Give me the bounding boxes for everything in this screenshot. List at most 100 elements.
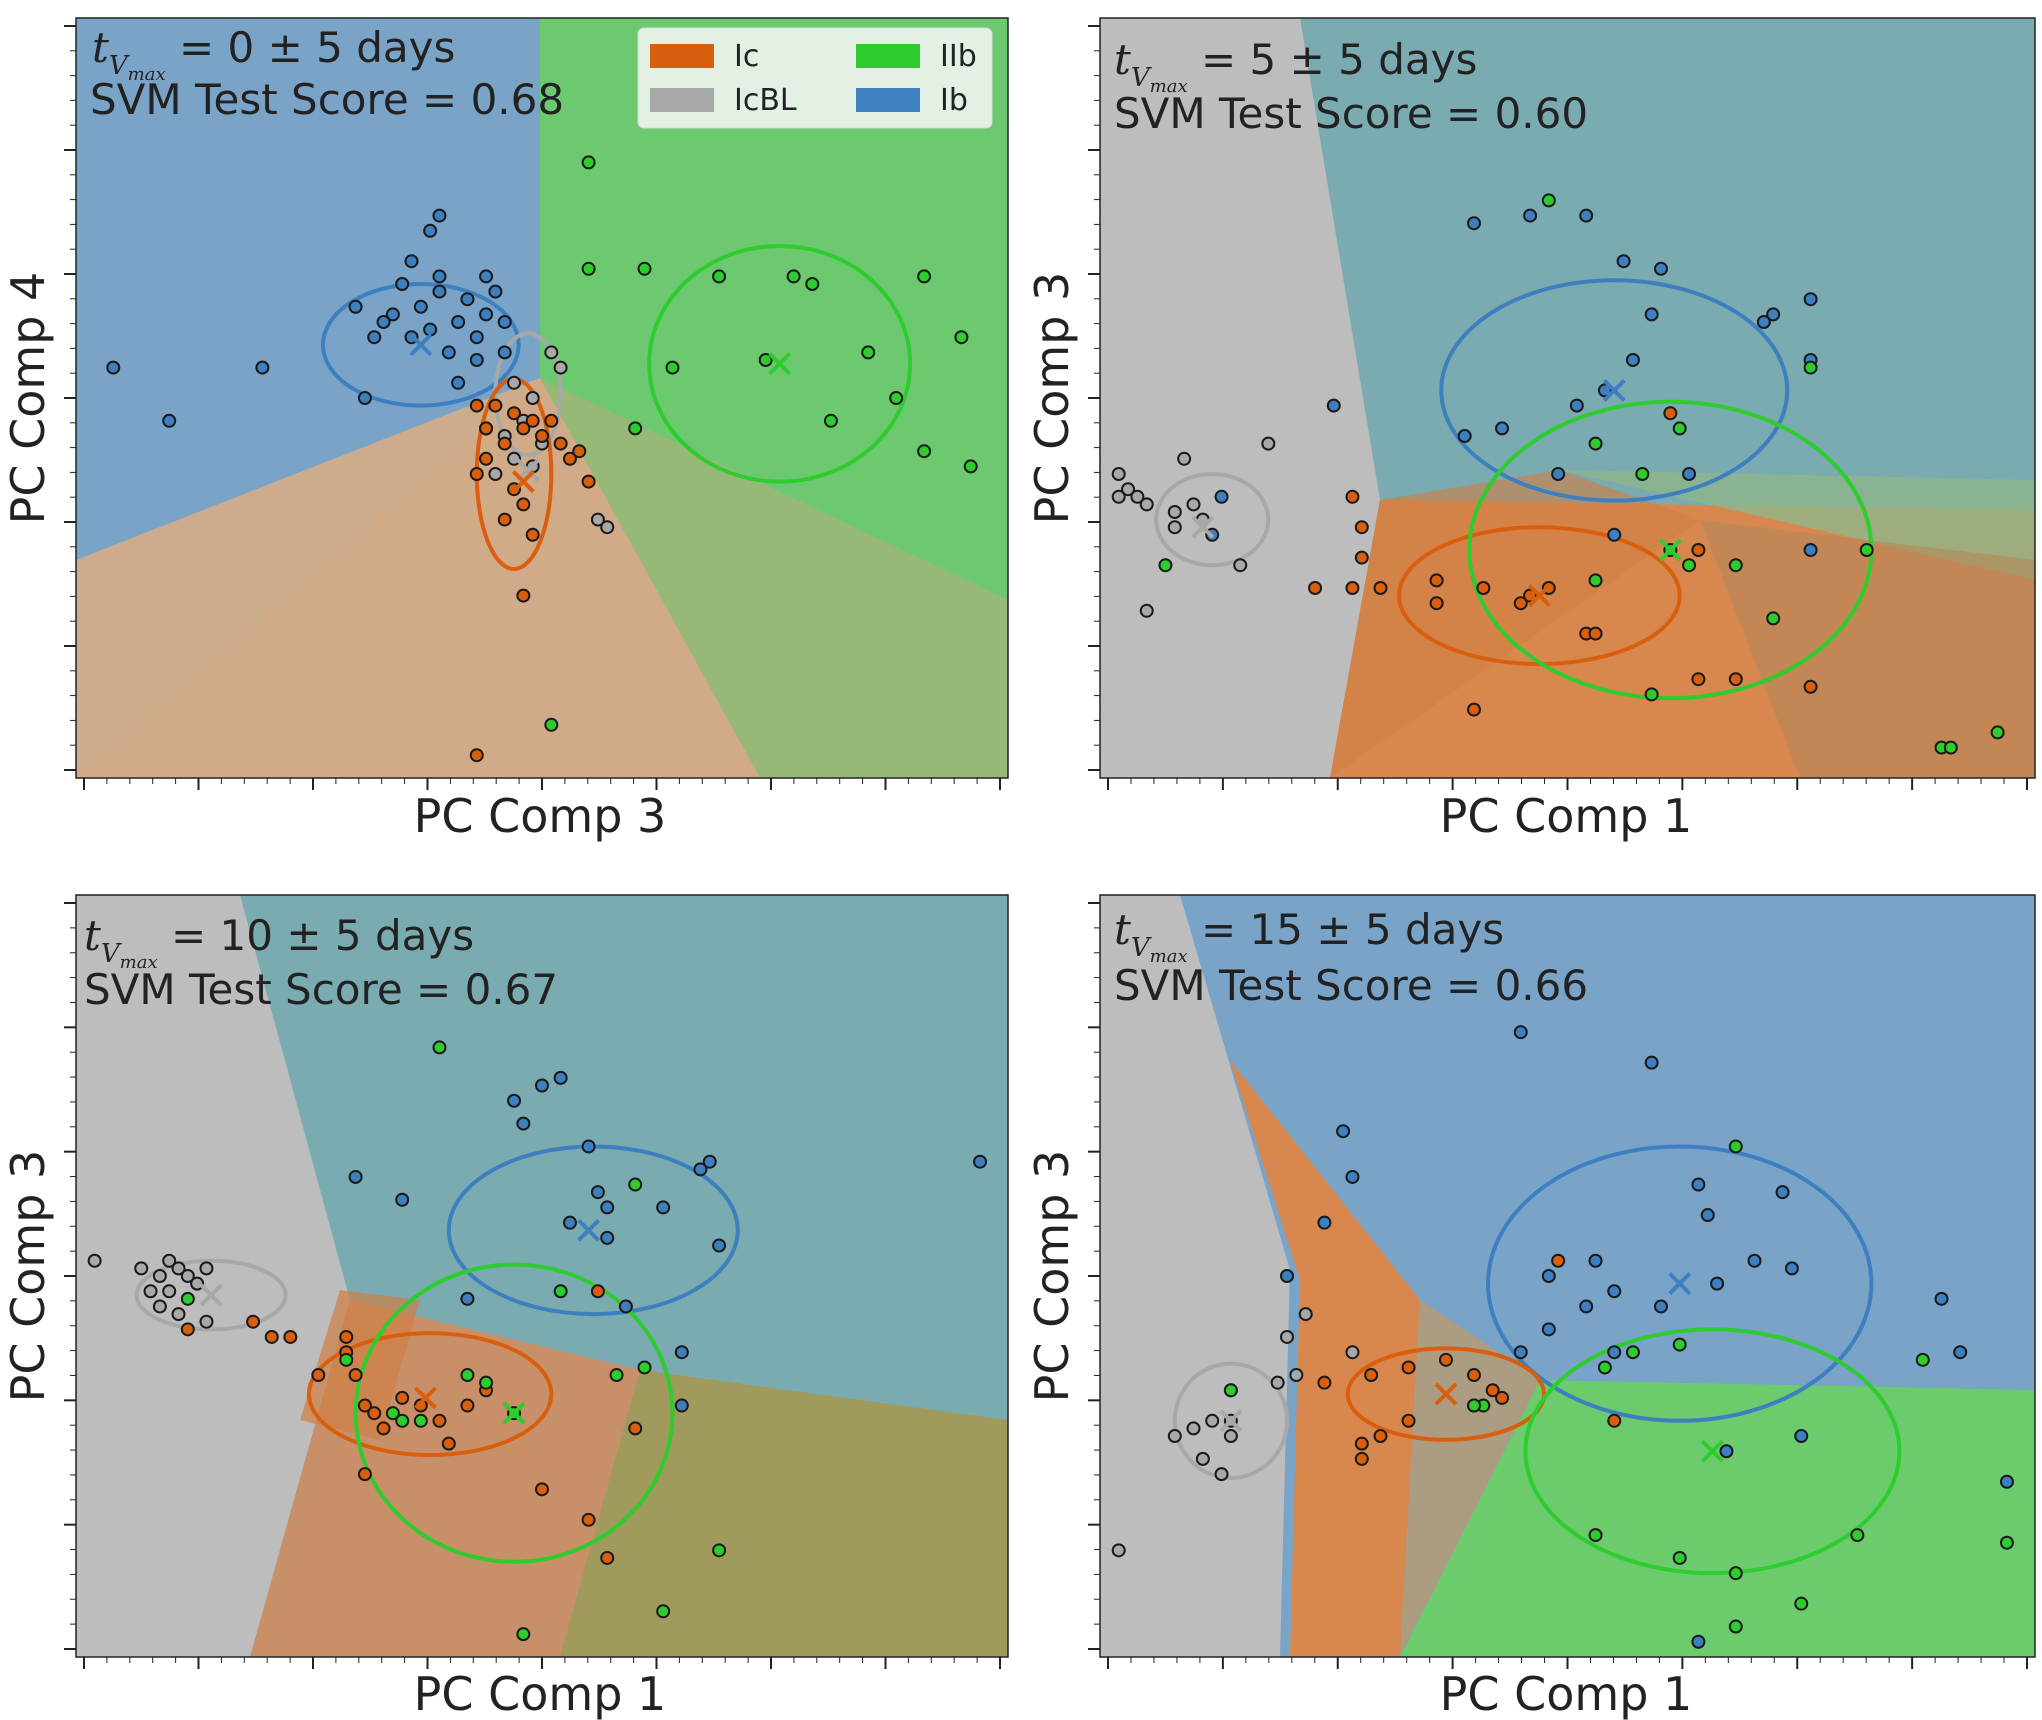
data-point-ib [674, 1345, 689, 1360]
data-point-ic [469, 398, 484, 413]
data-point-iib [544, 717, 559, 732]
data-point-ic [432, 1413, 447, 1428]
data-point-icbl [1177, 451, 1192, 466]
legend-swatch-ic [650, 44, 714, 68]
panel-0-xlabel: PC Comp 3 [414, 789, 667, 843]
data-point-ic [469, 467, 484, 481]
legend-swatch-iib [856, 44, 920, 68]
data-point-iib [180, 1291, 195, 1306]
data-point-ic [535, 1482, 549, 1497]
data-point-ib [590, 1185, 605, 1200]
data-point-ib [1513, 1345, 1528, 1360]
data-point-iib [1588, 436, 1603, 451]
data-point-ib [600, 1230, 615, 1245]
data-point-ic [1513, 596, 1528, 611]
data-point-icbl [507, 375, 522, 390]
data-point-iib [339, 1352, 354, 1367]
center-marker-ic [414, 1386, 437, 1410]
data-point-ib [395, 1192, 410, 1207]
data-point-iib [628, 1177, 643, 1192]
data-point-icbl [199, 1261, 214, 1276]
data-point-ib [553, 1070, 568, 1085]
panel-1-score: SVM Test Score = 0.60 [1114, 89, 1588, 138]
data-point-iib [656, 1604, 671, 1619]
data-point-ic [479, 421, 494, 436]
data-point-ib [385, 307, 400, 322]
data-point-ic [516, 497, 531, 512]
data-point-icbl [143, 1284, 158, 1299]
data-point-ic [497, 436, 512, 451]
data-point-ic [339, 1329, 354, 1344]
data-point-ic [348, 1368, 363, 1383]
data-point-icbl [1261, 436, 1276, 451]
data-point-ic [367, 1406, 382, 1421]
data-point-ib [1644, 307, 1659, 322]
data-point-icbl [1167, 505, 1182, 519]
data-point-icbl [1186, 1421, 1201, 1436]
data-point-iib [805, 277, 820, 291]
data-point-iib [432, 1040, 447, 1055]
data-point-iib [1728, 1566, 1743, 1581]
data-point-iib [581, 155, 596, 170]
data-point-ic [525, 527, 540, 542]
data-point-ib [469, 330, 484, 345]
data-point-ic [1373, 581, 1388, 595]
data-point-iib [1728, 1139, 1743, 1154]
data-point-ic [590, 1284, 605, 1299]
data-point-ic [460, 1398, 475, 1413]
panel-1-ylabel: PC Comp 3 [1025, 272, 1079, 525]
data-point-ib [451, 375, 466, 390]
data-point-icbl [1111, 467, 1126, 481]
data-point-iib [637, 261, 652, 276]
data-point-ib [1569, 398, 1584, 413]
data-point-ic [357, 1398, 372, 1413]
data-point-ib [1756, 315, 1771, 329]
panel-1-centers [1191, 378, 1682, 608]
data-point-ib [1654, 261, 1668, 276]
data-point-ic [1691, 543, 1706, 557]
data-point-icbl [152, 1299, 167, 1314]
data-point-iib [1158, 558, 1173, 573]
data-point-ib [413, 299, 428, 314]
data-point-iib [1588, 1528, 1603, 1543]
data-point-icbl [171, 1261, 186, 1276]
panel-2-title: tVmax = 10 ± 5 days [84, 911, 474, 973]
data-point-ib [600, 1200, 615, 1215]
panel-3-xlabel: PC Comp 1 [1440, 1667, 1693, 1720]
data-point-ib [451, 315, 466, 329]
data-point-ib [395, 277, 410, 291]
data-point-ib [1523, 208, 1538, 223]
legend-label-ib: Ib [940, 83, 968, 118]
legend-label-iib: IIb [940, 39, 977, 74]
data-point-ic [628, 1421, 643, 1436]
ellipse-iib [647, 243, 913, 484]
data-point-ic [1364, 1368, 1379, 1383]
data-point-ib [1214, 489, 1229, 504]
data-point-icbl [600, 520, 615, 535]
panel-3-points [1111, 1025, 2014, 1649]
data-point-ic [516, 588, 531, 603]
data-point-ib [162, 413, 177, 428]
data-point-iib [1625, 1345, 1640, 1360]
data-point-iib [553, 1284, 568, 1299]
data-point-ic [1691, 672, 1706, 687]
data-point-ic [581, 1512, 596, 1527]
data-point-iib [1672, 1337, 1687, 1352]
data-point-iib [1766, 611, 1781, 626]
data-point-ic [553, 436, 568, 451]
legend-box [637, 27, 993, 129]
data-point-ib [1336, 1124, 1351, 1139]
data-point-ic [1354, 1436, 1369, 1451]
center-marker-icbl [199, 1283, 223, 1307]
ellipse-icbl [1172, 1361, 1290, 1480]
data-point-ib [479, 269, 494, 284]
data-point-ib [1775, 1185, 1790, 1200]
panel-0-ellipses [320, 243, 913, 571]
data-point-icbl [87, 1253, 102, 1268]
data-point-ib [1541, 1269, 1556, 1283]
data-point-ib [1934, 1291, 1949, 1306]
data-point-ic [1354, 520, 1369, 535]
panel-0-centers [409, 333, 792, 494]
data-point-ib [432, 208, 447, 223]
